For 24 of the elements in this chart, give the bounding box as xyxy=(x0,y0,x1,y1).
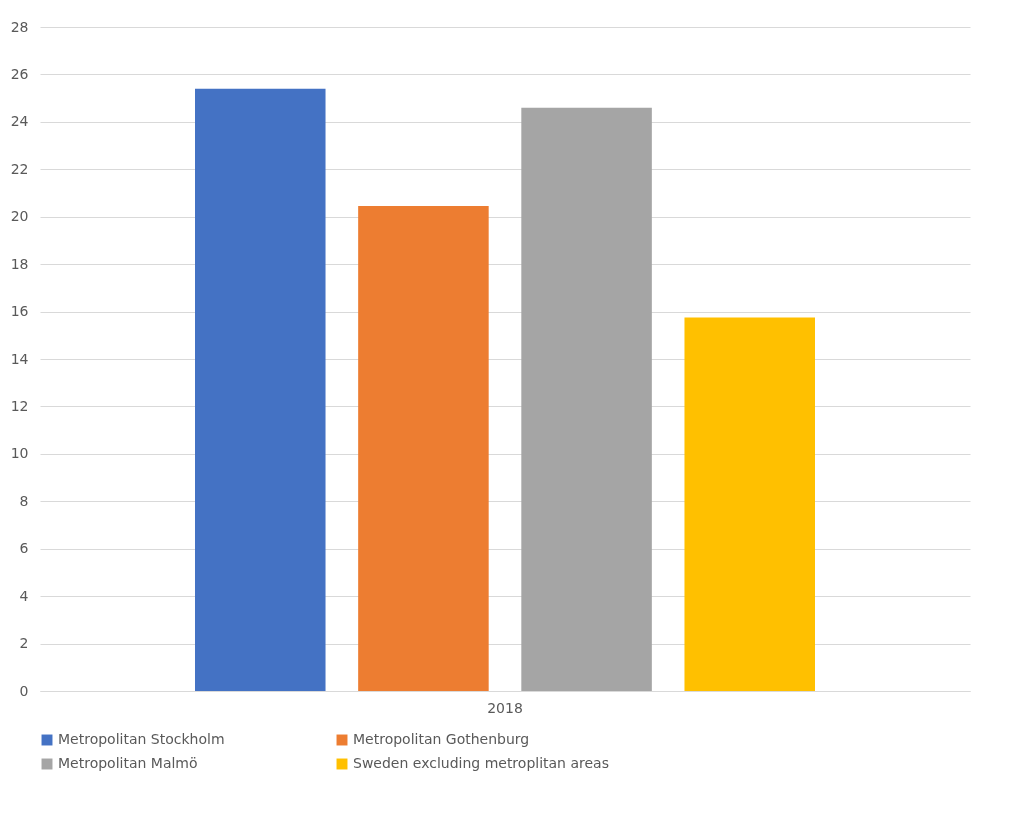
y-tick-label: 2 xyxy=(19,635,29,652)
y-tick-label: 14 xyxy=(10,350,29,367)
legend-label: Sweden excluding metroplitan areas xyxy=(353,755,609,771)
y-tick-label: 0 xyxy=(19,682,29,699)
bar xyxy=(684,317,815,691)
y-tick-label: 20 xyxy=(10,208,29,225)
x-tick-label: 2018 xyxy=(487,699,523,716)
y-tick-label: 8 xyxy=(19,492,29,509)
y-tick-label: 12 xyxy=(10,397,29,414)
y-tick-label: 24 xyxy=(10,113,29,130)
y-tick-label: 26 xyxy=(10,65,29,82)
legend-label: Metropolitan Gothenburg xyxy=(353,731,530,747)
legend-label: Metropolitan Stockholm xyxy=(58,731,225,747)
y-tick-label: 4 xyxy=(19,587,29,604)
bar xyxy=(358,206,489,691)
y-tick-label: 16 xyxy=(10,303,29,320)
bar xyxy=(195,88,326,691)
y-tick-label: 28 xyxy=(10,18,29,35)
y-tick-label: 18 xyxy=(10,255,29,272)
y-tick-label: 22 xyxy=(10,160,29,177)
y-tick-label: 10 xyxy=(10,445,29,462)
bar xyxy=(521,107,652,691)
legend-label: Metropolitan Malmö xyxy=(58,755,198,771)
y-tick-label: 6 xyxy=(19,540,29,557)
